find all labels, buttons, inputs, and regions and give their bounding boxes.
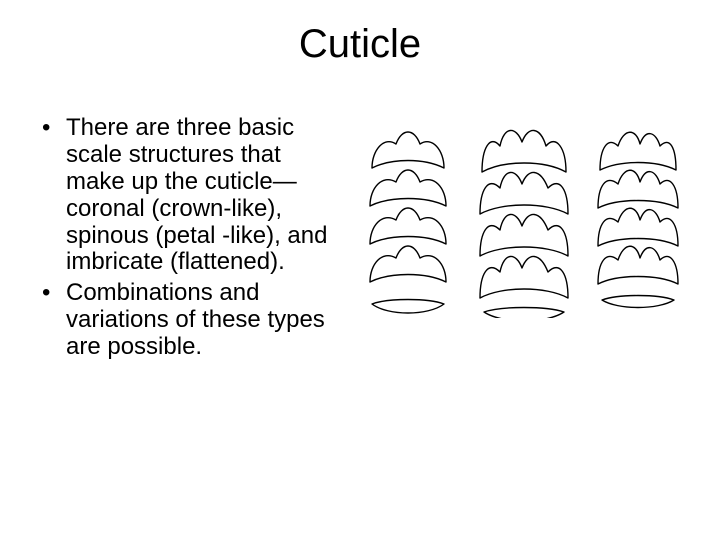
scale-illustration: [360, 118, 690, 318]
bullet-list: There are three basic scale structures t…: [38, 115, 338, 361]
slide-body: There are three basic scale structures t…: [38, 115, 338, 365]
bullet-item: There are three basic scale structures t…: [38, 115, 338, 276]
slide: Cuticle There are three basic scale stru…: [0, 0, 720, 540]
bullet-item: Combinations and variations of these typ…: [38, 280, 338, 361]
slide-title: Cuticle: [0, 22, 720, 67]
